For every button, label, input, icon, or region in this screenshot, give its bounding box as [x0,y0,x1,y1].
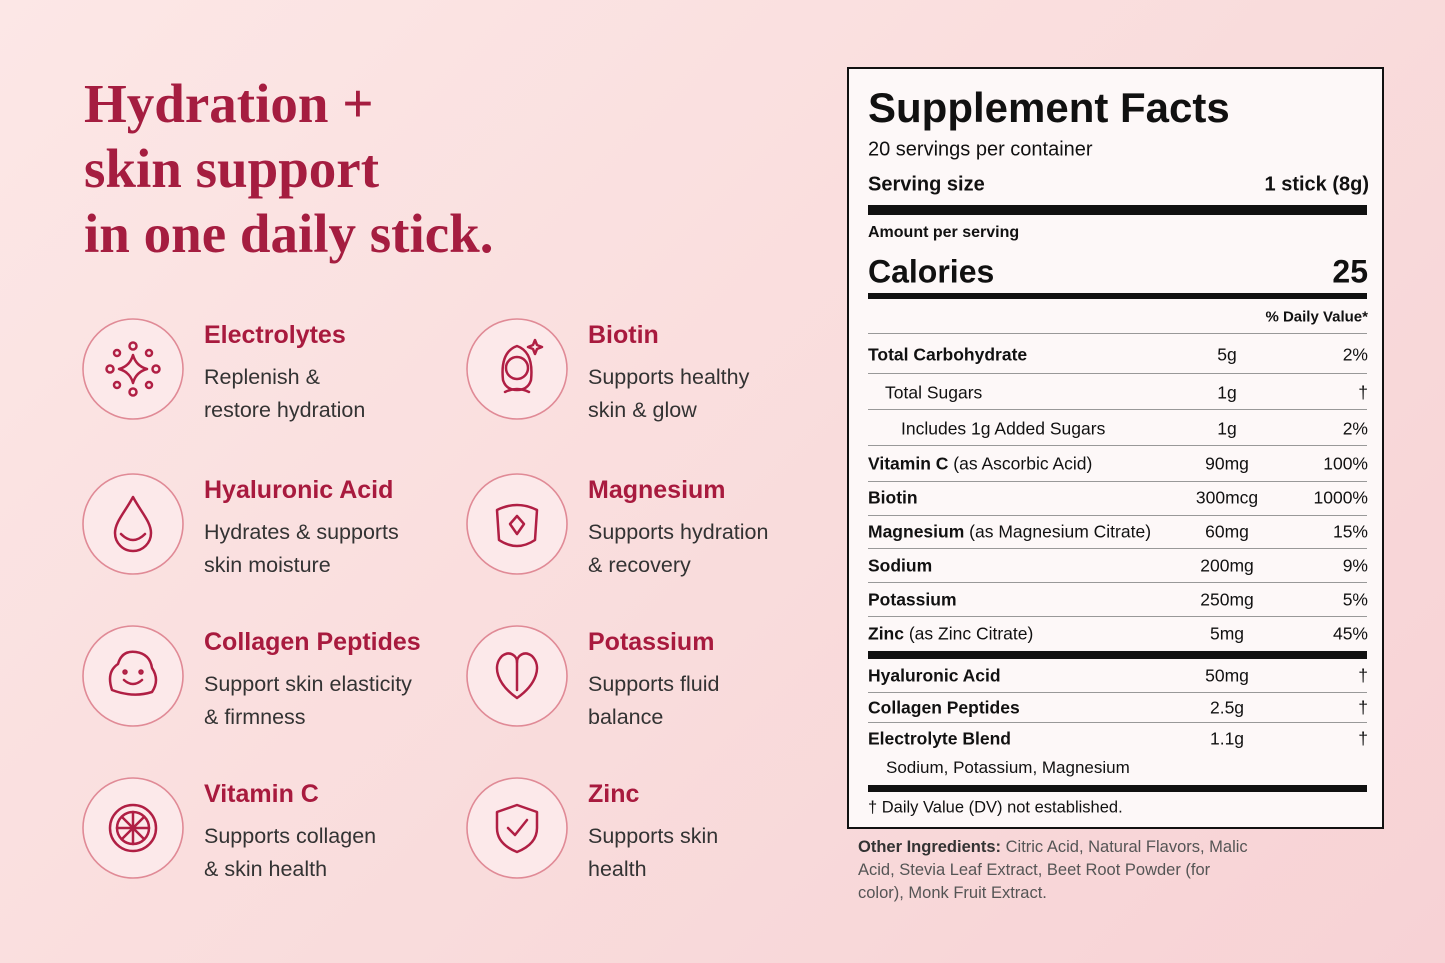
serving-size-value: 1 stick (8g) [1264,173,1369,196]
other-text: Citric Acid, Natural Flavors, Malic Acid… [858,838,1248,902]
rule [868,651,1367,659]
daily-value: † [1358,382,1368,403]
benefit-desc: & firmness [204,705,306,729]
benefit-name: Hyaluronic Acid [204,476,394,504]
row-name: Total Sugars [885,383,982,404]
benefit-desc: Supports healthy [588,365,750,389]
rule [868,373,1367,374]
benefit-desc: balance [588,705,664,729]
benefit-desc: Supports skin [588,824,719,848]
daily-value: 45% [1332,623,1368,644]
benefit-name: Magnesium [588,476,726,504]
benefit-desc: Hydrates & supports [204,520,399,544]
headline: skin support [84,138,380,199]
daily-value: † [1358,697,1368,718]
row-name: Total Carbohydrate [868,345,1027,366]
daily-value: 2% [1342,418,1368,439]
daily-value: † [1358,665,1368,686]
rule [868,515,1367,516]
row-name: Biotin [868,488,918,509]
row-name: Zinc (as Zinc Citrate) [868,624,1033,645]
benefit-name: Zinc [588,780,640,808]
benefit-name: Vitamin C [204,780,319,808]
row-name: Electrolyte Blend [868,729,1011,750]
nutrient: Zinc [868,623,904,644]
benefit-name: Potassium [588,628,715,656]
nutrient: Total Sugars [885,382,983,403]
nutrient: Sodium [868,555,933,576]
nutrient-note: (as Zinc Citrate) [908,623,1034,644]
nutrient: Magnesium [868,521,965,542]
nutrient: Hyaluronic Acid [868,665,1001,686]
calories-value: 25 [1332,253,1368,290]
daily-value: 5% [1342,589,1368,610]
row-name: Vitamin C (as Ascorbic Acid) [868,454,1092,475]
nutrient: Collagen Peptides [868,697,1020,718]
servings: 20 servings per container [868,138,1093,161]
nutrient: Total Carbohydrate [868,344,1028,365]
nutrient-note: (as Ascorbic Acid) [953,453,1093,474]
facts-title: Supplement Facts [868,84,1230,131]
supplement-facts: Supplement Facts 20 servings per contain… [847,67,1384,829]
rule [868,692,1367,693]
benefit-desc: skin moisture [204,553,331,577]
benefit-name: Collagen Peptides [204,628,421,656]
benefit-desc: health [588,857,647,881]
rule [868,205,1367,215]
other-label: Other Ingredients: [858,838,1002,856]
rule [868,785,1367,792]
row-name: Collagen Peptides [868,698,1020,719]
row-name: Magnesium (as Magnesium Citrate) [868,522,1151,543]
amount-label: Amount per serving [868,224,1020,241]
benefit-desc: Replenish & [204,365,320,389]
benefit-name: Electrolytes [204,321,346,349]
benefit-desc: Supports hydration [588,520,769,544]
calories-label: Calories [868,253,995,290]
benefit-desc: Supports collagen [204,824,377,848]
benefit-desc: skin & glow [588,398,697,422]
rule [868,445,1367,446]
benefit-desc: Support skin elasticity [204,672,412,696]
nutrient: Biotin [868,487,918,508]
icon-art [105,338,544,854]
nutrient: Potassium [868,589,957,610]
nutrient: Electrolyte Blend [868,728,1011,749]
nutrient: Includes 1g Added Sugars [901,418,1106,439]
daily-value: 100% [1323,453,1368,474]
rule [868,409,1367,410]
rule [868,722,1367,723]
blend-detail: Sodium, Potassium, Magnesium [886,758,1130,777]
daily-value: 9% [1342,555,1368,576]
nutrient: Vitamin C [868,453,949,474]
daily-value: 15% [1332,521,1368,542]
benefit-desc: & skin health [204,857,328,881]
row-name: Hyaluronic Acid [868,666,1001,687]
benefit-name: Biotin [588,321,659,349]
row-name: Sodium [868,556,932,577]
rule [868,548,1367,549]
dv-header: % Daily Value* [1265,308,1368,326]
benefit-desc: restore hydration [204,398,366,422]
rule [868,293,1367,299]
rule [868,481,1367,482]
daily-value: 2% [1342,344,1368,365]
daily-value: † [1358,728,1368,749]
nutrient-note: (as Magnesium Citrate) [969,521,1152,542]
footnote: † Daily Value (DV) not established. [868,798,1123,817]
headline: Hydration + [84,73,374,134]
daily-value: 1000% [1313,487,1369,508]
row-name: Includes 1g Added Sugars [901,419,1105,440]
rule [868,582,1367,583]
rule [868,616,1367,617]
rule [868,333,1367,334]
other-ingredients: Other Ingredients: Citric Acid, Natural … [858,836,1258,905]
benefit-desc: Supports fluid [588,672,720,696]
benefit-desc: & recovery [588,553,691,577]
headline: in one daily stick. [84,203,494,264]
row-name: Potassium [868,590,957,611]
serving-size-label: Serving size [868,173,985,196]
